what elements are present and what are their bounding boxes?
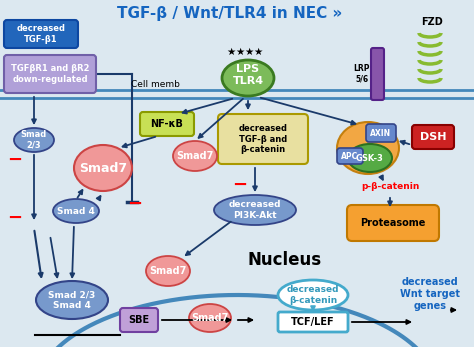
Text: −: − — [8, 209, 23, 227]
FancyBboxPatch shape — [371, 48, 384, 100]
Text: LPS
TLR4: LPS TLR4 — [232, 64, 264, 86]
Text: TGF-β / Wnt/TLR4 in NEC »: TGF-β / Wnt/TLR4 in NEC » — [118, 6, 343, 20]
FancyBboxPatch shape — [140, 112, 194, 136]
Text: FZD: FZD — [421, 17, 443, 27]
Text: Smad7: Smad7 — [191, 313, 228, 323]
FancyBboxPatch shape — [278, 312, 348, 332]
Text: decreased
PI3K-Akt: decreased PI3K-Akt — [229, 200, 281, 220]
Ellipse shape — [337, 122, 399, 174]
Text: Smad 4: Smad 4 — [57, 206, 95, 215]
Text: Smad7: Smad7 — [79, 161, 127, 175]
Ellipse shape — [14, 128, 54, 152]
Ellipse shape — [74, 145, 132, 191]
Ellipse shape — [348, 144, 392, 172]
FancyBboxPatch shape — [337, 148, 363, 164]
Text: LRP
5/6: LRP 5/6 — [354, 64, 370, 84]
Text: −: − — [128, 195, 143, 213]
Text: Smad7: Smad7 — [149, 266, 187, 276]
Text: p-β-catenin: p-β-catenin — [361, 181, 419, 191]
FancyBboxPatch shape — [347, 205, 439, 241]
Text: Nucleus: Nucleus — [248, 251, 322, 269]
Ellipse shape — [278, 280, 348, 310]
FancyBboxPatch shape — [120, 308, 158, 332]
Ellipse shape — [222, 60, 274, 96]
Text: AXIN: AXIN — [371, 128, 392, 137]
FancyBboxPatch shape — [366, 124, 396, 142]
Text: decreased
β-catenin: decreased β-catenin — [287, 285, 339, 305]
Text: ★: ★ — [236, 47, 245, 57]
Text: Proteasome: Proteasome — [360, 218, 426, 228]
Text: Smad7: Smad7 — [176, 151, 214, 161]
Text: TGFβR1 and βR2
down-regulated: TGFβR1 and βR2 down-regulated — [11, 64, 89, 84]
Text: ★: ★ — [254, 47, 263, 57]
Text: SBE: SBE — [128, 315, 150, 325]
Text: Smad
2/3: Smad 2/3 — [21, 130, 47, 150]
Text: ★: ★ — [245, 47, 254, 57]
Text: NF-κB: NF-κB — [151, 119, 183, 129]
Text: Smad 2/3
Smad 4: Smad 2/3 Smad 4 — [48, 290, 96, 310]
Text: APC: APC — [341, 152, 359, 161]
FancyBboxPatch shape — [4, 20, 78, 48]
Ellipse shape — [214, 195, 296, 225]
Ellipse shape — [36, 281, 108, 319]
Ellipse shape — [173, 141, 217, 171]
Ellipse shape — [146, 256, 190, 286]
Text: TCF/LEF: TCF/LEF — [291, 317, 335, 327]
Text: decreased
Wnt target
genes: decreased Wnt target genes — [400, 277, 460, 311]
Ellipse shape — [189, 304, 231, 332]
Text: decreased
TGF-β1: decreased TGF-β1 — [17, 24, 65, 44]
Text: DSH: DSH — [420, 132, 446, 142]
Text: decreased
TGF-β and
β-catenin: decreased TGF-β and β-catenin — [238, 124, 288, 154]
Text: −: − — [8, 151, 23, 169]
Text: Cell memb: Cell memb — [130, 79, 180, 88]
Ellipse shape — [53, 199, 99, 223]
FancyBboxPatch shape — [412, 125, 454, 149]
FancyBboxPatch shape — [218, 114, 308, 164]
Text: GSK-3: GSK-3 — [356, 153, 384, 162]
Text: −: − — [232, 176, 247, 194]
FancyBboxPatch shape — [4, 55, 96, 93]
Text: ★: ★ — [227, 47, 236, 57]
